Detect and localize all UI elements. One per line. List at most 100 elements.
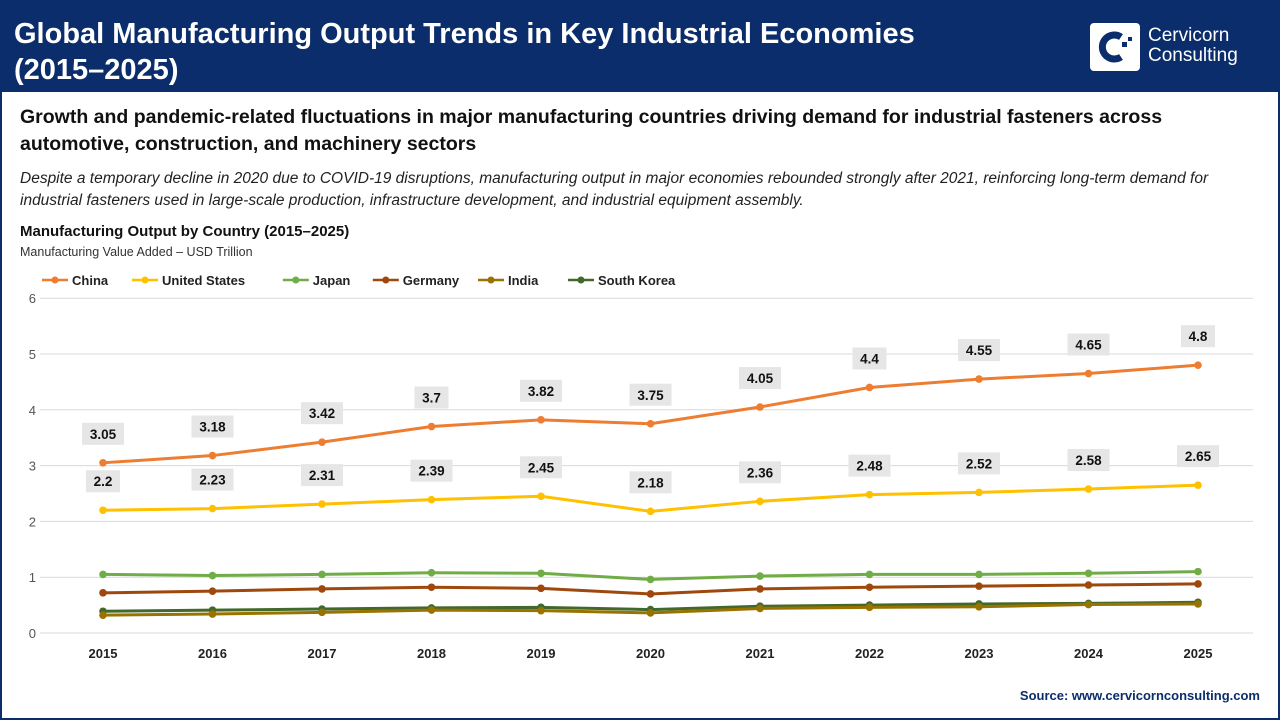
logo-text-2: Consulting xyxy=(1148,45,1238,66)
data-point xyxy=(1194,481,1202,489)
y-tick-label: 4 xyxy=(29,403,36,418)
data-point xyxy=(99,611,107,619)
data-point xyxy=(865,603,874,612)
title-line-1: Global Manufacturing Output Trends in Ke… xyxy=(14,18,915,50)
data-point xyxy=(865,383,874,392)
data-label: 2.23 xyxy=(199,473,226,488)
data-label: 3.18 xyxy=(199,420,226,435)
data-point xyxy=(975,488,983,497)
header-banner: Global Manufacturing Output Trends in Ke… xyxy=(0,0,1280,92)
data-point xyxy=(537,569,545,578)
data-point xyxy=(756,604,764,613)
data-label-bg xyxy=(191,415,234,438)
data-point xyxy=(208,571,217,580)
data-point xyxy=(646,609,655,617)
data-point xyxy=(756,572,764,580)
data-label-bg xyxy=(848,454,891,477)
data-point xyxy=(1084,581,1093,589)
data-label: 4.05 xyxy=(747,371,774,386)
data-point xyxy=(1194,600,1202,608)
data-label: 4.55 xyxy=(966,343,993,358)
legend-label: China xyxy=(72,273,109,288)
data-point xyxy=(646,507,655,516)
legend-label: Japan xyxy=(313,273,351,288)
legend-item[interactable]: Japan xyxy=(282,273,351,288)
legend-label: India xyxy=(508,273,539,288)
logo-text-1: Cervicorn xyxy=(1148,25,1230,46)
data-point xyxy=(427,583,436,592)
data-point xyxy=(756,585,764,593)
subtitle: Growth and pandemic-related fluctuations… xyxy=(20,106,1163,155)
data-label-bg xyxy=(852,347,887,370)
x-tick-label: 2015 xyxy=(89,646,118,661)
data-label-bg xyxy=(301,464,343,487)
data-label: 2.18 xyxy=(637,475,664,490)
x-tick-label: 2023 xyxy=(965,646,994,661)
data-label-bg xyxy=(520,456,562,479)
data-point xyxy=(1084,600,1093,609)
data-label-bg xyxy=(520,379,562,402)
data-point xyxy=(427,495,436,504)
series-china: 3.05 3.18 3.42 3.7 3.82 3.75 4.05 4.4 4.55 4.65 4.… xyxy=(82,325,1215,467)
data-point xyxy=(427,422,436,431)
legend-label: South Korea xyxy=(598,273,676,288)
legend-item[interactable]: South Korea xyxy=(568,273,676,288)
data-point xyxy=(537,416,545,424)
legend-item[interactable]: China xyxy=(42,273,109,288)
series-japan xyxy=(99,567,1202,584)
y-tick-label: 1 xyxy=(29,570,36,585)
data-point xyxy=(208,504,217,513)
y-tick-label: 3 xyxy=(29,459,36,474)
data-label-bg xyxy=(739,367,781,390)
data-point xyxy=(975,375,983,383)
data-point xyxy=(975,582,983,590)
data-label: 3.05 xyxy=(90,427,117,442)
legend-marker xyxy=(577,276,585,284)
legend-marker xyxy=(292,276,300,284)
data-label-bg xyxy=(1181,325,1215,348)
data-point xyxy=(208,451,217,460)
data-label-bg xyxy=(1067,333,1110,356)
source-text: Source: www.cervicornconsulting.com xyxy=(1019,688,1260,703)
data-label: 2.45 xyxy=(528,460,555,475)
data-point xyxy=(208,587,217,595)
logo-text: Cervicorn Consulting xyxy=(1148,26,1238,66)
x-tick-label: 2019 xyxy=(527,646,556,661)
x-tick-label: 2016 xyxy=(198,646,227,661)
data-label: 4.8 xyxy=(1189,329,1208,344)
data-label: 2.48 xyxy=(856,459,883,474)
y-tick-label: 6 xyxy=(29,291,36,306)
data-point xyxy=(318,608,326,617)
data-label-bg xyxy=(958,339,1000,362)
legend-item[interactable]: United States xyxy=(132,273,245,288)
description: Despite a temporary decline in 2020 due … xyxy=(20,170,1209,209)
data-point xyxy=(318,570,326,579)
data-label: 2.2 xyxy=(94,474,113,489)
data-point xyxy=(1084,485,1093,493)
data-label: 2.65 xyxy=(1185,449,1212,464)
data-label-bg xyxy=(86,470,120,493)
data-point xyxy=(318,438,326,446)
data-point xyxy=(646,590,655,598)
x-tick-label: 2018 xyxy=(417,646,446,661)
data-point xyxy=(99,506,107,515)
legend-item[interactable]: Germany xyxy=(372,273,460,288)
legend-marker xyxy=(382,276,390,284)
data-label-bg xyxy=(410,459,453,482)
data-label-bg xyxy=(191,468,234,491)
legend-label: Germany xyxy=(403,273,460,288)
data-label-bg xyxy=(739,461,781,484)
series-india xyxy=(99,600,1202,619)
data-label: 3.82 xyxy=(528,384,554,399)
data-label-bg xyxy=(301,402,343,425)
data-label-bg xyxy=(958,452,1000,475)
legend-item[interactable]: India xyxy=(478,273,539,288)
data-label: 2.52 xyxy=(966,456,992,471)
data-label-bg xyxy=(629,471,672,494)
data-point xyxy=(865,570,874,579)
data-label: 4.4 xyxy=(860,351,879,366)
data-label: 2.39 xyxy=(418,464,444,479)
logo-icon xyxy=(1090,23,1140,71)
data-point xyxy=(646,419,655,428)
